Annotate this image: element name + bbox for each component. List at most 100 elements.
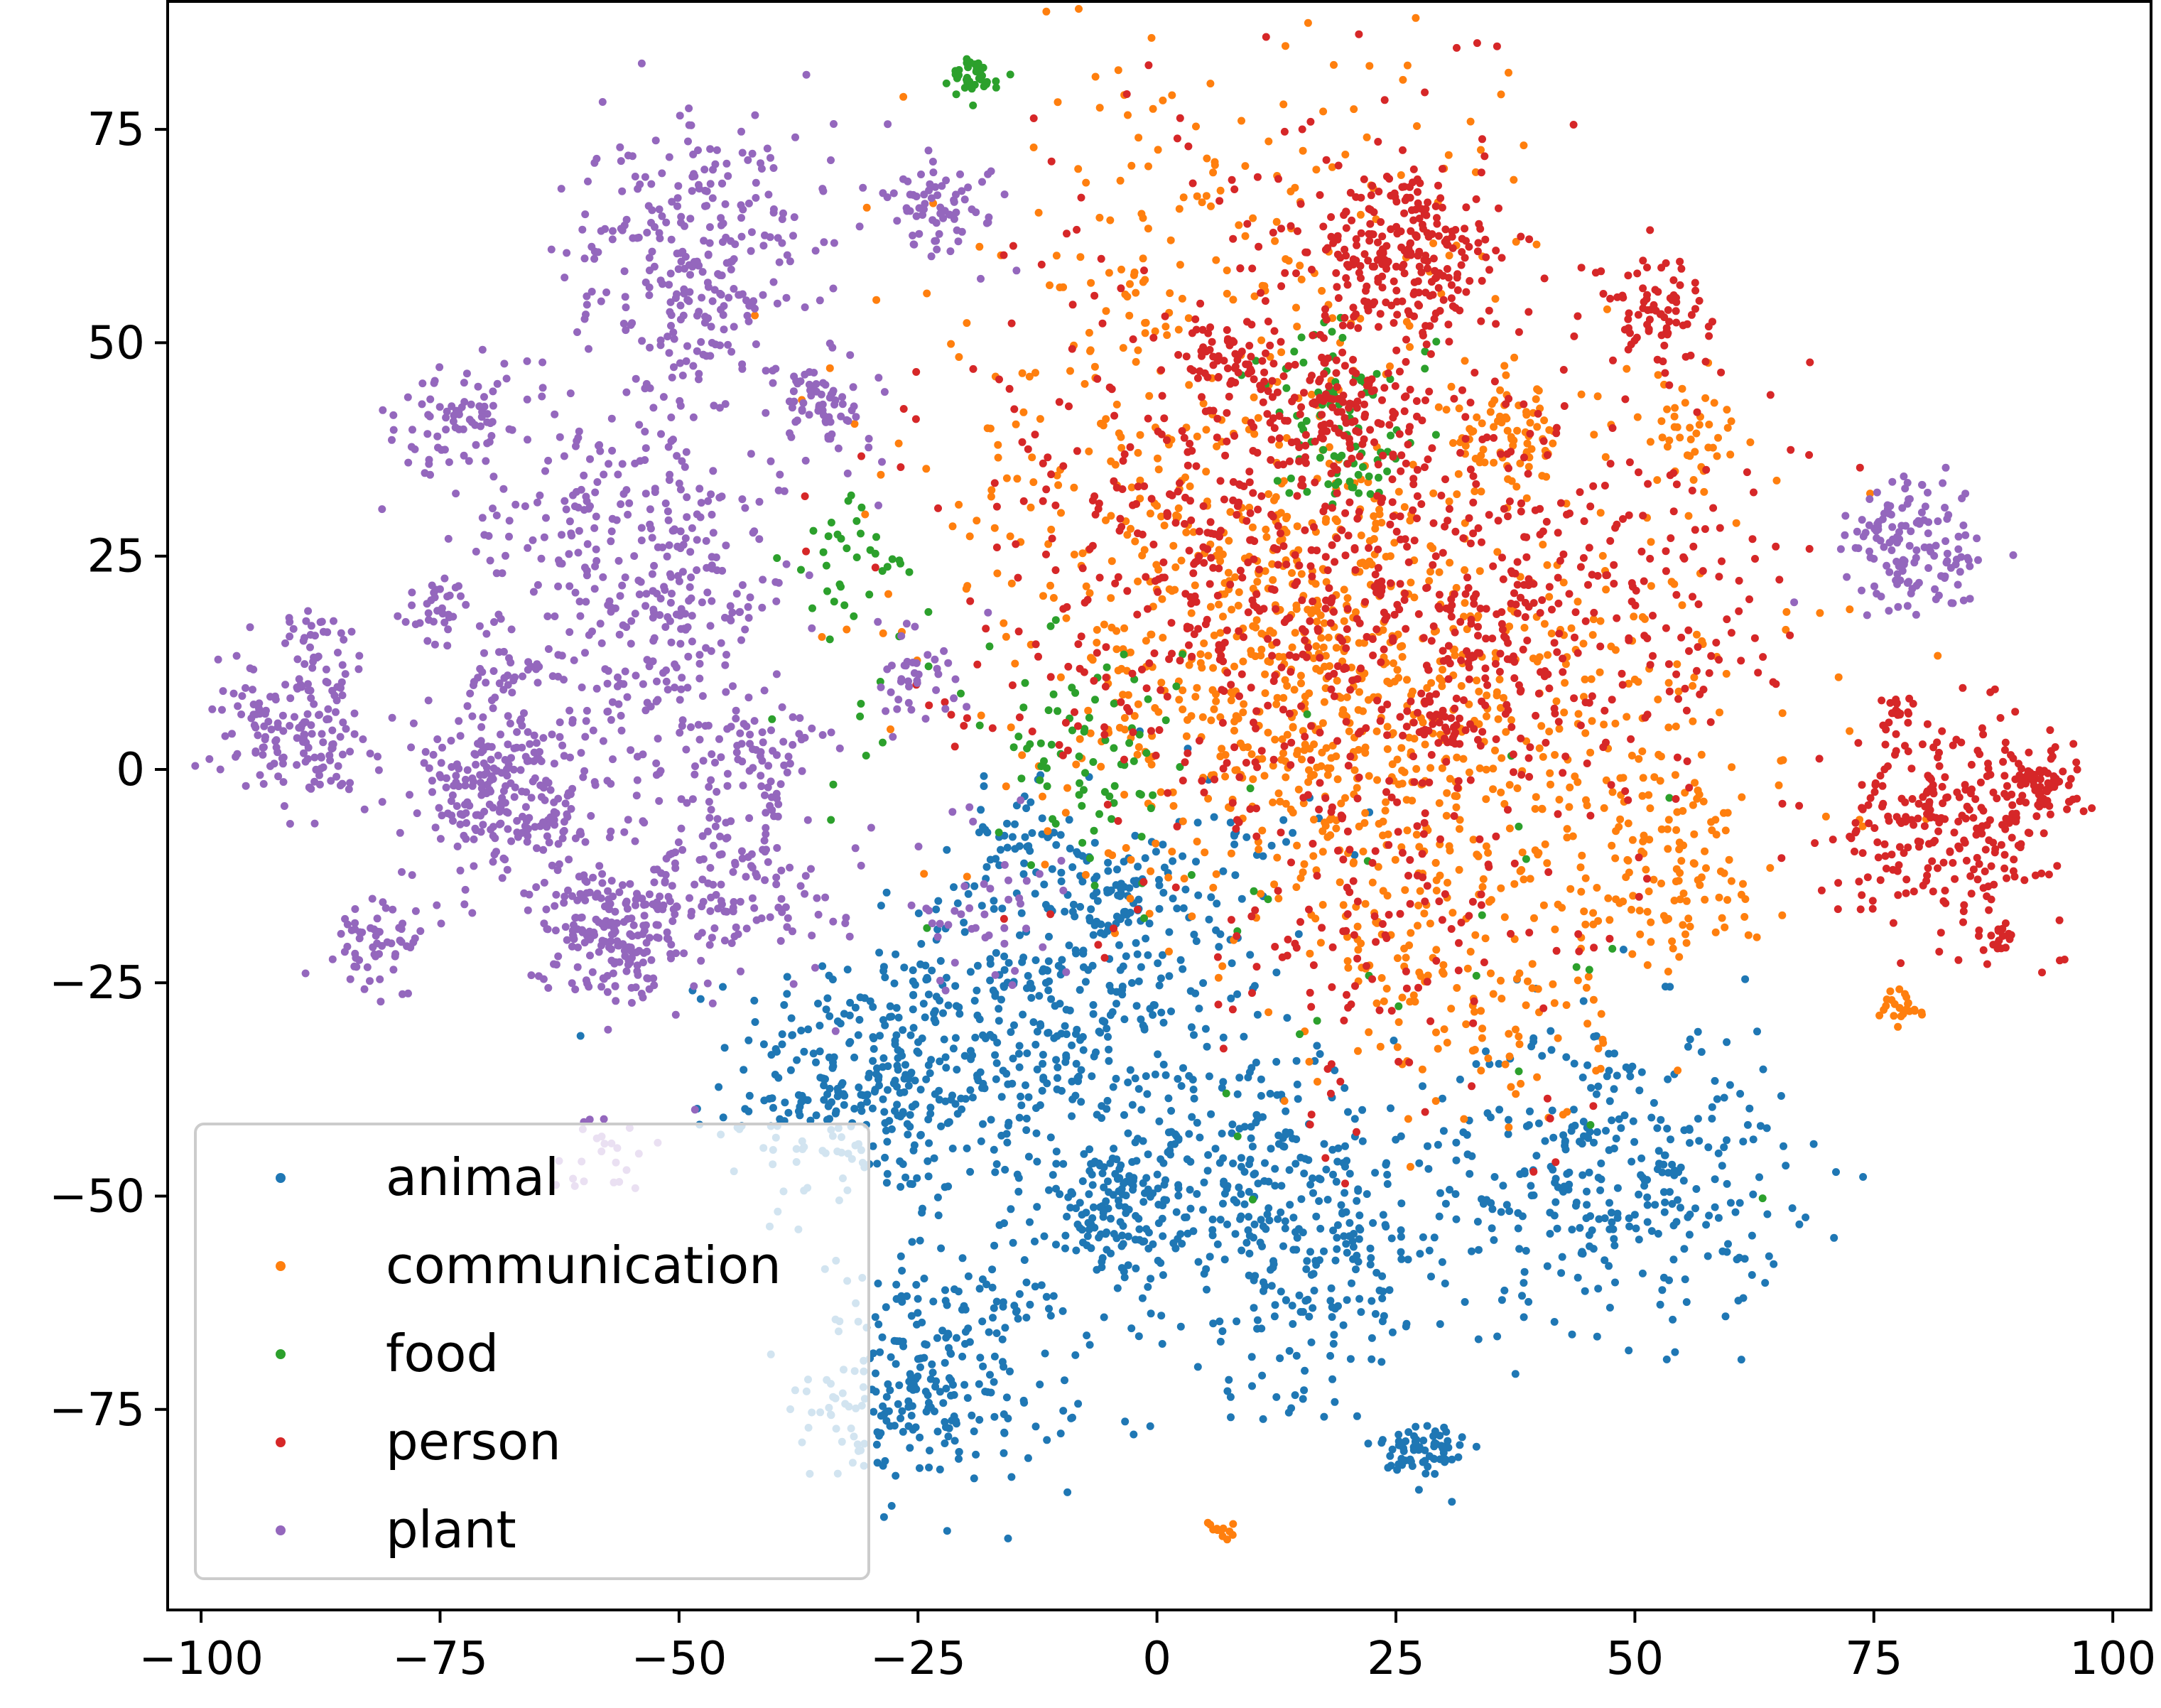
point-person — [1255, 566, 1263, 574]
point-food — [843, 544, 851, 553]
point-animal — [1146, 1193, 1154, 1201]
point-animal — [1100, 1313, 1108, 1321]
point-animal — [1726, 1199, 1735, 1207]
point-communication — [1007, 579, 1016, 588]
point-person — [1349, 303, 1358, 312]
point-communication — [1721, 826, 1730, 835]
point-communication — [1608, 788, 1617, 796]
point-animal — [1309, 1189, 1317, 1197]
point-person — [1645, 315, 1654, 324]
point-communication — [1431, 1097, 1440, 1106]
point-communication — [1344, 963, 1353, 972]
point-person — [1235, 773, 1244, 782]
point-communication — [1583, 801, 1591, 810]
point-communication — [1292, 601, 1301, 610]
point-animal — [892, 1360, 900, 1368]
point-food — [847, 491, 855, 499]
point-animal — [1662, 1355, 1671, 1363]
point-animal — [1605, 1304, 1614, 1312]
point-food — [942, 79, 950, 87]
point-animal — [1193, 1118, 1201, 1127]
point-animal — [873, 1064, 881, 1073]
point-animal — [744, 1036, 753, 1044]
point-communication — [1407, 578, 1415, 587]
point-communication — [1489, 764, 1497, 773]
point-communication — [1241, 162, 1250, 171]
point-animal — [899, 1026, 907, 1034]
point-person — [2040, 829, 2048, 838]
point-animal — [1054, 1063, 1062, 1071]
point-person — [1443, 265, 1451, 273]
point-person — [1929, 887, 1937, 896]
point-communication — [1039, 792, 1046, 801]
point-animal — [1079, 946, 1088, 955]
point-animal — [1033, 1203, 1041, 1211]
point-communication — [1257, 336, 1266, 345]
point-animal — [1250, 1220, 1259, 1228]
point-person — [1458, 234, 1466, 243]
point-communication — [1701, 847, 1709, 855]
point-animal — [1078, 1177, 1087, 1185]
point-communication — [1394, 1018, 1403, 1027]
point-communication — [1886, 987, 1895, 995]
point-person — [2011, 708, 2020, 716]
point-animal — [1448, 1498, 1456, 1506]
point-person — [1978, 724, 1986, 733]
point-animal — [806, 1116, 815, 1125]
point-animal — [877, 902, 885, 910]
point-person — [1888, 850, 1896, 859]
point-animal — [951, 982, 960, 990]
point-communication — [1728, 763, 1736, 772]
point-animal — [1208, 1215, 1217, 1223]
point-animal — [1277, 1208, 1285, 1216]
point-communication — [1670, 580, 1679, 588]
point-communication — [1397, 744, 1406, 752]
point-person — [1645, 325, 1653, 333]
point-animal — [1110, 1230, 1118, 1238]
point-communication — [1578, 851, 1586, 860]
point-animal — [1809, 1140, 1818, 1148]
point-communication — [1364, 478, 1372, 487]
point-communication — [1262, 533, 1271, 541]
point-person — [1409, 506, 1417, 514]
point-animal — [997, 995, 1005, 1004]
point-person — [1817, 886, 1826, 894]
point-animal — [1109, 1083, 1117, 1091]
point-person — [1268, 377, 1277, 385]
point-animal — [1017, 1101, 1026, 1110]
point-communication — [1412, 13, 1420, 22]
point-animal — [1131, 1138, 1139, 1147]
point-animal — [1057, 1029, 1066, 1038]
point-animal — [1203, 1167, 1212, 1175]
point-food — [1089, 758, 1098, 766]
point-communication — [1312, 642, 1321, 650]
point-animal — [920, 1275, 928, 1282]
point-communication — [1445, 842, 1453, 850]
point-animal — [1610, 1145, 1618, 1152]
point-person — [1571, 608, 1580, 617]
point-communication — [1477, 487, 1485, 496]
point-food — [1036, 739, 1045, 747]
point-person — [1333, 283, 1341, 291]
point-communication — [1546, 769, 1554, 777]
point-person — [2015, 760, 2022, 768]
point-animal — [944, 1001, 953, 1010]
point-food — [1140, 914, 1148, 922]
point-communication — [1589, 909, 1598, 917]
point-animal — [1780, 1142, 1787, 1150]
point-food — [1297, 421, 1306, 430]
point-communication — [1663, 405, 1672, 414]
point-person — [1129, 728, 1137, 737]
point-animal — [1024, 1152, 1033, 1161]
point-animal — [1124, 1232, 1132, 1241]
point-communication — [1686, 423, 1694, 432]
point-communication — [1345, 727, 1353, 735]
point-animal — [1679, 1177, 1688, 1185]
point-communication — [1555, 725, 1564, 733]
point-animal — [1578, 1074, 1587, 1081]
point-communication — [1066, 367, 1074, 375]
point-communication — [1391, 855, 1399, 864]
point-person — [1402, 723, 1411, 731]
point-animal — [1478, 1195, 1485, 1204]
point-animal — [1155, 881, 1164, 890]
